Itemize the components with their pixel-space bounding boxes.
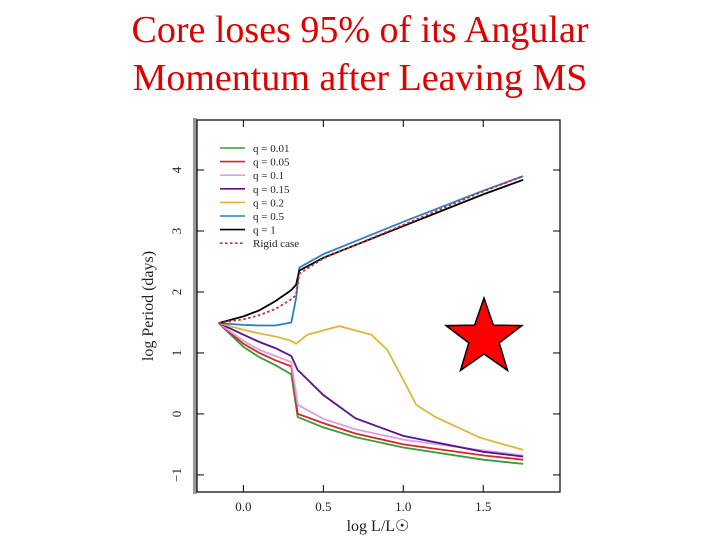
title-line: Momentum after Leaving MS: [133, 57, 588, 99]
legend-label: q = 0.01: [253, 143, 289, 155]
star: [443, 295, 525, 373]
legend-label: q = 0.05: [253, 157, 290, 169]
y-tick-label: −1: [169, 468, 184, 482]
series-line: [218, 322, 524, 458]
series-line: [218, 322, 524, 451]
legend-label: q = 0.15: [253, 184, 290, 196]
x-tick-label: 0.5: [315, 499, 331, 514]
y-axis-label: log Period (days): [140, 251, 157, 361]
image-edge: [193, 118, 197, 494]
x-tick-label: 0.0: [235, 499, 251, 514]
x-axis-label: log L/L☉: [347, 518, 410, 535]
series-line: [218, 175, 524, 327]
legend-label: q = 0.5: [253, 211, 284, 223]
legend-label: q = 0.1: [253, 170, 284, 182]
series-line: [218, 322, 524, 457]
legend-label: q = 1: [253, 225, 276, 237]
y-tick-label: 4: [169, 166, 184, 173]
series-line: [218, 178, 524, 324]
y-tick-label: 2: [169, 289, 184, 296]
x-tick-label: 1.5: [475, 499, 491, 514]
plot: 0.0 0.5 1.0 1.5 −1 0 1 2 3 4 log L/L☉ log Period (d…: [140, 119, 561, 535]
x-tick-label: 1.0: [395, 499, 411, 514]
y-tick-label: 3: [169, 228, 184, 235]
series-line: [217, 322, 524, 465]
y-tick-label: 0: [169, 411, 184, 418]
title-line: Core loses 95% of its Angular: [131, 9, 588, 51]
legend-label: q = 0.2: [253, 197, 284, 209]
plot-frame: [196, 119, 561, 493]
legend-label: Rigid case: [253, 238, 299, 250]
y-tick-label: 1: [169, 350, 184, 357]
series-line: [218, 322, 524, 461]
series-line: [218, 175, 524, 324]
